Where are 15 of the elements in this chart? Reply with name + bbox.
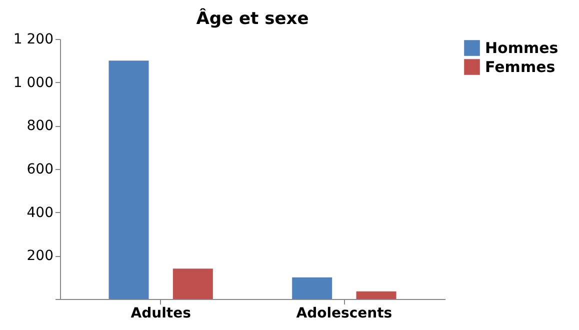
x-tick-label: Adultes <box>130 306 191 322</box>
y-tick-label: 1 200 <box>13 32 54 48</box>
y-tick-label: 400 <box>26 204 54 221</box>
bar <box>108 60 149 299</box>
bar <box>172 268 213 299</box>
legend-label: Femmes <box>485 58 556 76</box>
bar <box>356 291 396 299</box>
y-tick-label: 200 <box>26 248 54 264</box>
chart-title: Âge et sexe <box>196 8 309 29</box>
y-tick-label: 800 <box>26 118 54 134</box>
x-tick-label: Adolescents <box>296 306 392 322</box>
legend-label: Hommes <box>485 39 558 57</box>
bar <box>292 277 332 299</box>
y-tick-label: 1 000 <box>13 74 54 91</box>
y-tick-label: 600 <box>26 162 54 178</box>
